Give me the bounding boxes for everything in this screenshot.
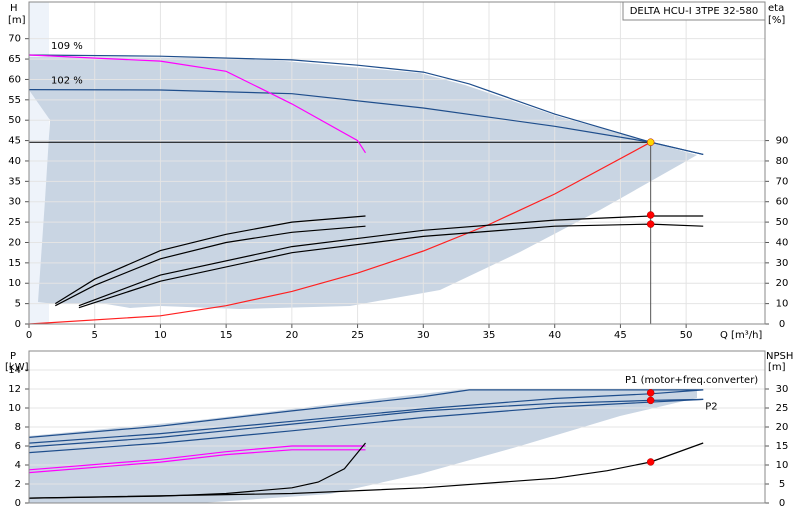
curve-label: P2: [705, 401, 717, 412]
chart-title: DELTA HCU-I 3TPE 32-580: [630, 6, 759, 17]
x-tick-label: 5: [92, 330, 98, 341]
curve: [28, 54, 367, 154]
y2-tick-label: 25: [776, 403, 789, 414]
y2-tick-label: 30: [776, 258, 789, 269]
y2-axis-label: eta: [768, 3, 784, 14]
y2-tick-label: 40: [776, 237, 789, 248]
y-tick-label: 40: [8, 156, 21, 167]
operating-point: [646, 138, 655, 146]
y2-axis-label: NPSH: [766, 351, 793, 362]
y-tick-label: 10: [8, 278, 21, 289]
y2-tick-label: 30: [776, 384, 789, 395]
y2-axis-unit: [m]: [768, 362, 786, 373]
x-tick-label: 15: [220, 330, 233, 341]
x-tick-label: 20: [285, 330, 298, 341]
y-axis-unit: [m]: [8, 15, 26, 26]
y-tick-label: 20: [8, 237, 21, 248]
curve: [28, 449, 366, 474]
y-axis-label: P: [10, 351, 16, 362]
y2-tick-label: 50: [776, 217, 789, 228]
y2-tick-label: 0: [779, 498, 785, 509]
y-tick-label: 10: [8, 403, 21, 414]
y-tick-label: 30: [8, 197, 21, 208]
curve-label: 109 %: [51, 41, 83, 52]
plot-layer: 0510152025303540455055606570010203040506…: [8, 2, 788, 509]
x-tick-label: 50: [680, 330, 693, 341]
y-tick-label: 12: [8, 384, 21, 395]
y2-tick-label: 20: [776, 278, 789, 289]
y-tick-label: 70: [8, 34, 21, 45]
y-tick-label: 65: [8, 54, 21, 65]
y2-tick-label: 10: [776, 299, 789, 310]
curve: [55, 225, 366, 307]
x-tick-label: 0: [26, 330, 32, 341]
operating-point: [646, 211, 655, 219]
y-tick-label: 50: [8, 115, 21, 126]
y2-tick-label: 15: [776, 441, 789, 452]
y-tick-label: 0: [15, 319, 21, 330]
y2-tick-label: 0: [779, 319, 785, 330]
y-tick-label: 35: [8, 176, 21, 187]
x-tick-label: 35: [483, 330, 496, 341]
y2-tick-label: 20: [776, 422, 789, 433]
top-frame: [28, 1, 766, 325]
curve: [28, 445, 366, 471]
x-tick-label: 40: [548, 330, 561, 341]
title-box: [622, 1, 766, 21]
bottom-frame: [28, 350, 766, 504]
y2-tick-label: 5: [779, 479, 785, 490]
y2-tick-label: 60: [776, 197, 789, 208]
curve-label: 102 %: [51, 76, 83, 87]
operating-point: [646, 389, 655, 397]
curve: [28, 389, 704, 438]
x-axis-label: Q [m³/h]: [720, 330, 762, 341]
y2-tick-label: 90: [776, 136, 789, 147]
y-tick-label: 0: [15, 498, 21, 509]
y-tick-label: 2: [15, 479, 21, 490]
y-tick-label: 55: [8, 95, 21, 106]
y-axis-label: H: [10, 3, 18, 14]
y-axis-unit: [kW]: [5, 362, 29, 373]
y-tick-label: 4: [15, 460, 21, 471]
x-tick-label: 10: [154, 330, 167, 341]
y2-tick-label: 10: [776, 460, 789, 471]
curve: [54, 215, 366, 305]
y2-axis-unit: [%]: [768, 15, 785, 26]
curve: [28, 141, 651, 325]
curve: [28, 398, 704, 454]
x-tick-label: 45: [614, 330, 627, 341]
curve-label: P1 (motor+freq.converter): [625, 375, 758, 386]
y-tick-label: 6: [15, 441, 21, 452]
y-tick-label: 14: [8, 365, 21, 376]
y-tick-label: 5: [15, 299, 21, 310]
x-tick-label: 30: [417, 330, 430, 341]
y-tick-label: 15: [8, 258, 21, 269]
y2-tick-label: 80: [776, 156, 789, 167]
operating-point: [646, 220, 655, 228]
curve: [28, 54, 704, 155]
y-tick-label: 45: [8, 136, 21, 147]
y2-tick-label: 70: [776, 176, 789, 187]
x-tick-label: 25: [351, 330, 364, 341]
operating-point: [646, 458, 655, 466]
y-tick-label: 8: [15, 422, 21, 433]
y-tick-label: 25: [8, 217, 21, 228]
operating-point: [646, 396, 655, 405]
y-tick-label: 60: [8, 74, 21, 85]
